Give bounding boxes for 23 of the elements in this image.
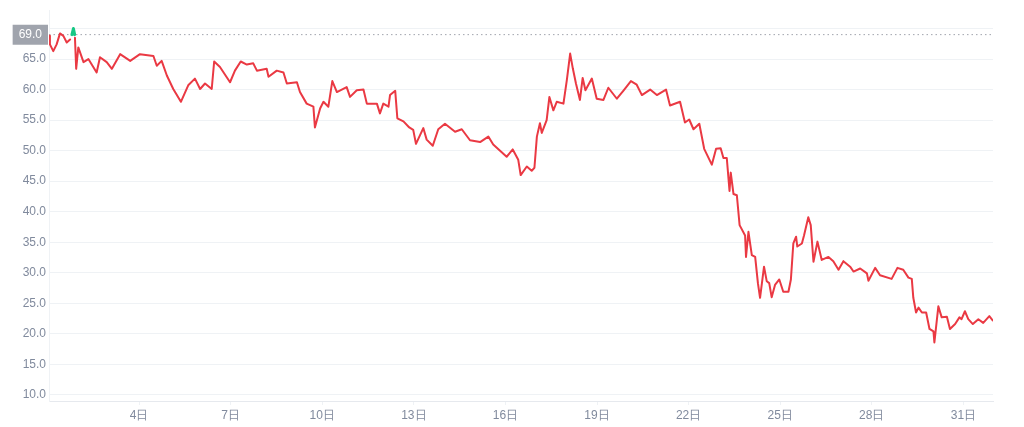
y-tick-label: 65.0	[22, 51, 47, 66]
x-tick-label: 10日	[309, 407, 335, 422]
y-tick-label: 50.0	[22, 142, 47, 157]
y-tick-label: 20.0	[22, 326, 47, 341]
x-tick-label: 4日	[129, 407, 149, 422]
y-tick-label: 60.0	[22, 81, 47, 96]
y-tick-label: 35.0	[22, 234, 47, 249]
x-tick-label: 22日	[675, 407, 702, 422]
ref-line-label: 69.0	[18, 26, 43, 41]
x-tick-label: 28日	[859, 407, 885, 422]
y-tick-label: 15.0	[22, 356, 47, 371]
x-tick-label: 13日	[401, 407, 427, 422]
y-tick-label: 55.0	[22, 112, 47, 127]
x-tick-label: 16日	[492, 407, 519, 422]
x-tick-label: 25日	[767, 407, 793, 422]
y-tick-label: 10.0	[22, 387, 47, 402]
x-tick-label: 7日	[221, 407, 240, 422]
y-tick-label: 40.0	[22, 204, 47, 219]
x-tick-label: 31日	[950, 407, 977, 422]
x-tick-label: 19日	[584, 407, 610, 422]
y-tick-label: 45.0	[22, 173, 47, 188]
y-tick-label: 25.0	[22, 295, 47, 310]
y-tick-label: 30.0	[22, 265, 47, 280]
